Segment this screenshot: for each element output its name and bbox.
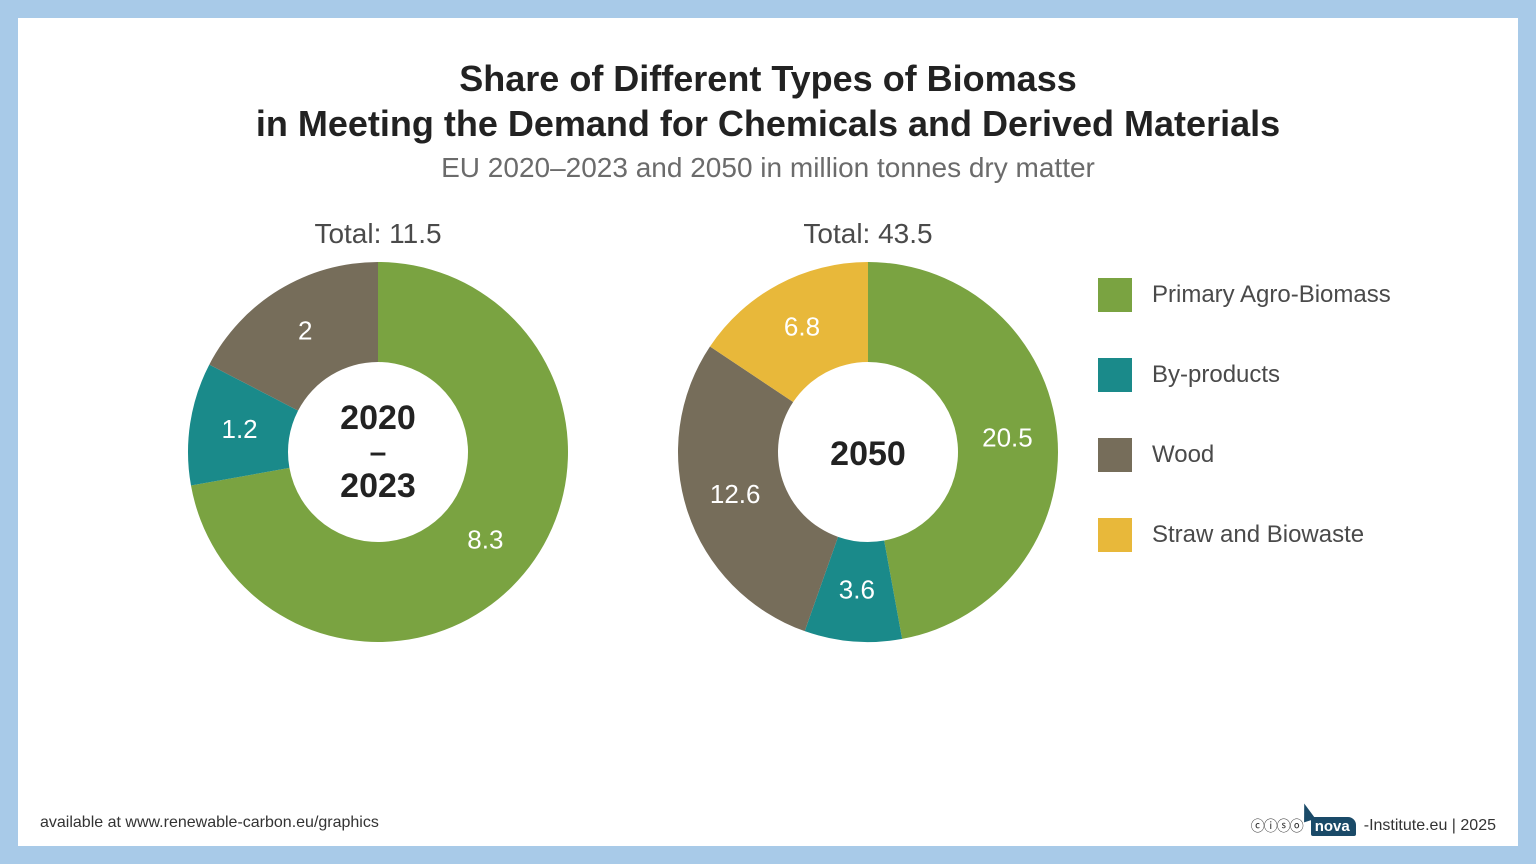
donut-chart-2020-2023: Total: 11.5 8.3 1.2 2 2020–2023 [168,218,588,644]
legend-item: Wood [1098,438,1418,472]
legend-item: Primary Agro-Biomass [1098,278,1418,312]
legend-swatch [1098,358,1132,392]
legend-label: Primary Agro-Biomass [1152,281,1391,309]
donut-chart-2050: Total: 43.5 20.5 3.6 12.6 6.8 2050 [658,218,1078,644]
infographic-frame: Share of Different Types of Biomass in M… [0,0,1536,864]
title-line-1: Share of Different Types of Biomass [18,56,1518,101]
title-line-2: in Meeting the Demand for Chemicals and … [18,101,1518,146]
donut-center-label: – [370,436,387,469]
chart-total-label: Total: 43.5 [658,218,1078,250]
legend-swatch [1098,438,1132,472]
footer-attribution: ⓒⓘⓢⓞ nova -Institute.eu | 2025 [1251,816,1496,836]
legend-item: By-products [1098,358,1418,392]
subtitle: EU 2020–2023 and 2050 in million tonnes … [18,152,1518,184]
donut-svg: 8.3 1.2 2 2020–2023 [186,260,570,644]
nova-logo-mark: nova [1311,817,1356,836]
slice-value-label: 2 [298,315,312,345]
footer-credit-text: -Institute.eu | 2025 [1364,817,1496,835]
legend-swatch [1098,518,1132,552]
donut-center-label: 2020 [340,399,416,437]
legend-swatch [1098,278,1132,312]
donut-svg: 20.5 3.6 12.6 6.8 2050 [676,260,1060,644]
chart-total-label: Total: 11.5 [168,218,588,250]
slice-value-label: 12.6 [710,479,761,509]
legend-item: Straw and Biowaste [1098,518,1418,552]
legend-label: Wood [1152,441,1214,469]
donut-center-label: 2050 [830,435,906,473]
slice-value-label: 8.3 [467,525,503,555]
slice-value-label: 6.8 [784,311,820,341]
legend-label: Straw and Biowaste [1152,521,1364,549]
footer-source: available at www.renewable-carbon.eu/gra… [40,814,379,832]
legend-label: By-products [1152,361,1280,389]
legend: Primary Agro-Biomass By-products Wood Straw… [1098,278,1418,598]
donut-center-label: 2023 [340,467,416,505]
cc-license-icon: ⓒⓘⓢⓞ [1251,816,1303,836]
title-block: Share of Different Types of Biomass in M… [18,18,1518,184]
nova-logo: nova [1311,817,1356,836]
slice-value-label: 1.2 [221,414,257,444]
slice-value-label: 3.6 [839,574,875,604]
slice-value-label: 20.5 [982,422,1033,452]
